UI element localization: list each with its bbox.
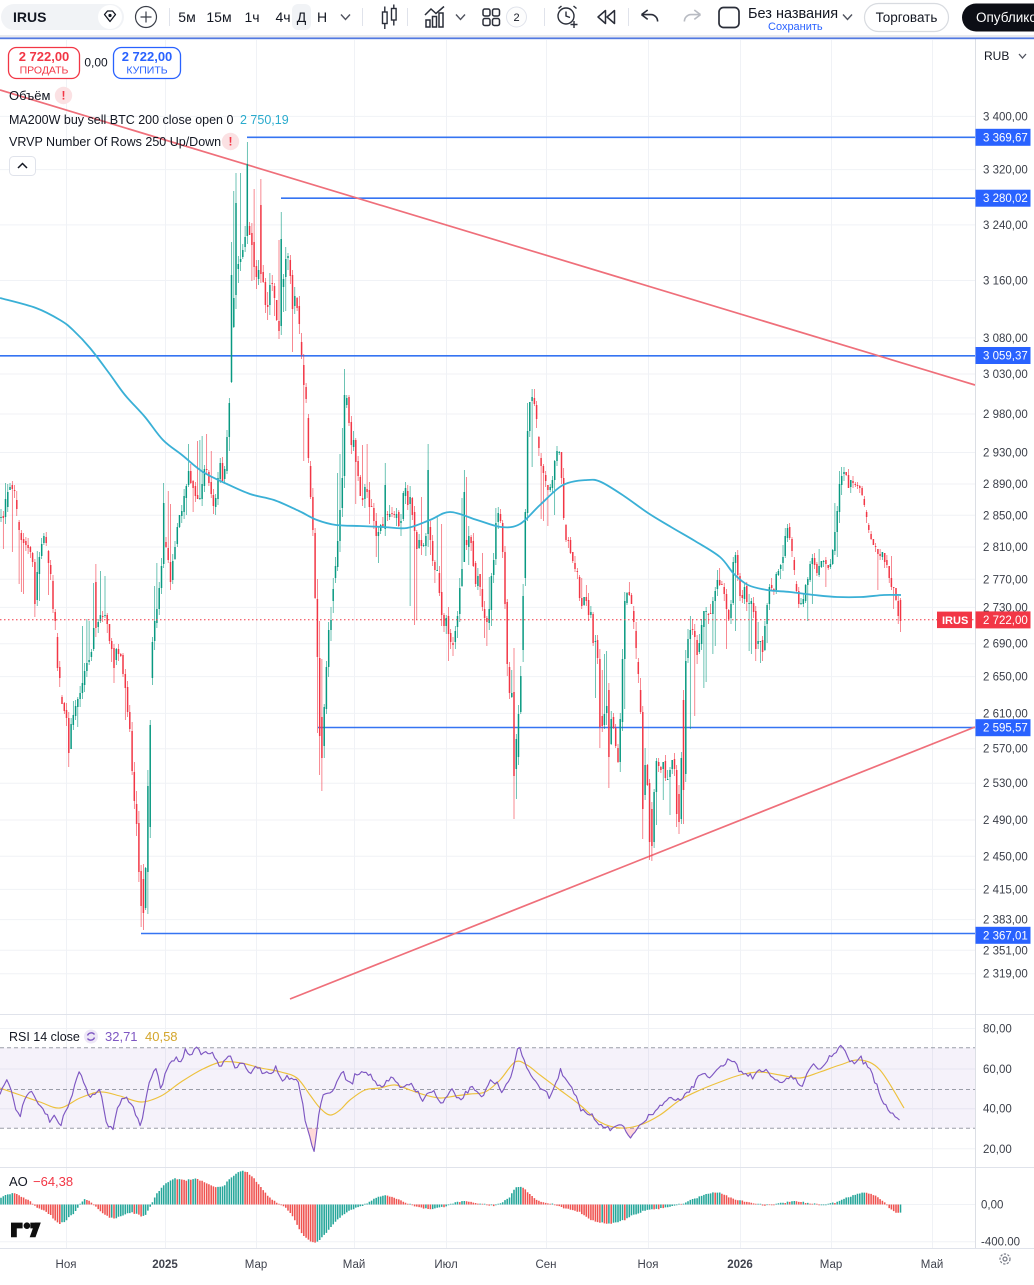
svg-text:Без названия: Без названия <box>748 6 838 22</box>
svg-text:15м: 15м <box>206 9 231 25</box>
svg-text:2 570,00: 2 570,00 <box>983 744 1028 756</box>
svg-text:3 160,00: 3 160,00 <box>983 276 1028 288</box>
svg-text:IRUS: IRUS <box>13 9 46 25</box>
svg-text:MA200W buy sell BTC 200 close: MA200W buy sell BTC 200 close open 0 <box>9 113 233 127</box>
svg-text:2 610,00: 2 610,00 <box>983 708 1028 720</box>
svg-text:80,00: 80,00 <box>983 1024 1012 1036</box>
svg-text:-400.00: -400.00 <box>981 1237 1020 1249</box>
svg-text:Опублико: Опублико <box>976 10 1034 25</box>
svg-text:Объём: Объём <box>9 88 50 103</box>
svg-text:VRVP Number Of Rows 250 Up/Dow: VRVP Number Of Rows 250 Up/Down <box>9 135 221 149</box>
svg-text:40,58: 40,58 <box>145 1029 178 1044</box>
svg-text:2 770,00: 2 770,00 <box>983 574 1028 586</box>
svg-text:Д: Д <box>297 9 307 25</box>
svg-text:AO: AO <box>9 1174 28 1189</box>
svg-text:Торговать: Торговать <box>876 10 938 25</box>
svg-text:3 280,02: 3 280,02 <box>983 193 1028 205</box>
svg-text:Мар: Мар <box>245 1259 268 1271</box>
svg-text:2 383,00: 2 383,00 <box>983 915 1028 927</box>
svg-text:2 530,00: 2 530,00 <box>983 778 1028 790</box>
svg-text:2 722,00: 2 722,00 <box>122 49 173 64</box>
svg-text:0,00: 0,00 <box>981 1200 1003 1212</box>
svg-text:3 030,00: 3 030,00 <box>983 369 1028 381</box>
svg-text:Ноя: Ноя <box>638 1259 659 1271</box>
svg-text:2 980,00: 2 980,00 <box>983 409 1028 421</box>
svg-text:2 930,00: 2 930,00 <box>983 448 1028 460</box>
svg-text:1ч: 1ч <box>244 9 259 25</box>
svg-text:−64,38: −64,38 <box>33 1174 73 1189</box>
svg-text:32,71: 32,71 <box>105 1029 138 1044</box>
svg-text:2 367,01: 2 367,01 <box>983 930 1028 942</box>
svg-text:RSI 14 close: RSI 14 close <box>9 1030 80 1044</box>
svg-text:20,00: 20,00 <box>983 1144 1012 1156</box>
svg-text:2 890,00: 2 890,00 <box>983 479 1028 491</box>
svg-text:2 850,00: 2 850,00 <box>983 510 1028 522</box>
svg-text:2 650,00: 2 650,00 <box>983 672 1028 684</box>
svg-text:RUB: RUB <box>984 49 1009 63</box>
svg-text:ПРОДАТЬ: ПРОДАТЬ <box>20 65 69 77</box>
svg-text:5м: 5м <box>178 9 195 25</box>
svg-text:Сен: Сен <box>535 1259 556 1271</box>
svg-text:2025: 2025 <box>152 1259 178 1271</box>
svg-text:2 450,00: 2 450,00 <box>983 851 1028 863</box>
svg-text:2: 2 <box>513 12 519 24</box>
svg-text:Май: Май <box>343 1259 366 1271</box>
svg-text:!: ! <box>229 135 233 149</box>
svg-text:2 351,00: 2 351,00 <box>983 945 1028 957</box>
svg-text:!: ! <box>62 89 66 103</box>
svg-text:3 240,00: 3 240,00 <box>983 220 1028 232</box>
svg-text:Мар: Мар <box>820 1259 843 1271</box>
svg-text:3 320,00: 3 320,00 <box>983 165 1028 177</box>
svg-text:Н: Н <box>317 9 327 25</box>
svg-text:КУПИТЬ: КУПИТЬ <box>126 65 167 77</box>
svg-text:Сохранить: Сохранить <box>768 21 823 33</box>
svg-text:IRUS: IRUS <box>942 615 968 627</box>
svg-text:2 490,00: 2 490,00 <box>983 815 1028 827</box>
svg-text:Ноя: Ноя <box>56 1259 77 1271</box>
svg-text:2026: 2026 <box>727 1259 753 1271</box>
svg-text:0,00: 0,00 <box>84 56 108 70</box>
svg-text:2 595,57: 2 595,57 <box>983 723 1028 735</box>
svg-text:2 750,19: 2 750,19 <box>240 113 289 127</box>
svg-text:2 319,00: 2 319,00 <box>983 969 1028 981</box>
svg-text:Май: Май <box>921 1259 944 1271</box>
svg-text:3 059,37: 3 059,37 <box>983 351 1028 363</box>
svg-text:3 080,00: 3 080,00 <box>983 333 1028 345</box>
svg-text:2 415,00: 2 415,00 <box>983 884 1028 896</box>
svg-text:2 810,00: 2 810,00 <box>983 542 1028 554</box>
svg-text:2 690,00: 2 690,00 <box>983 639 1028 651</box>
svg-text:2 722,00: 2 722,00 <box>19 49 70 64</box>
svg-text:3 369,67: 3 369,67 <box>983 132 1028 144</box>
svg-text:Июл: Июл <box>434 1259 457 1271</box>
svg-text:3 400,00: 3 400,00 <box>983 111 1028 123</box>
svg-text:40,00: 40,00 <box>983 1104 1012 1116</box>
svg-text:4ч: 4ч <box>275 9 290 25</box>
svg-text:60,00: 60,00 <box>983 1064 1012 1076</box>
svg-text:2 722,00: 2 722,00 <box>983 615 1028 627</box>
